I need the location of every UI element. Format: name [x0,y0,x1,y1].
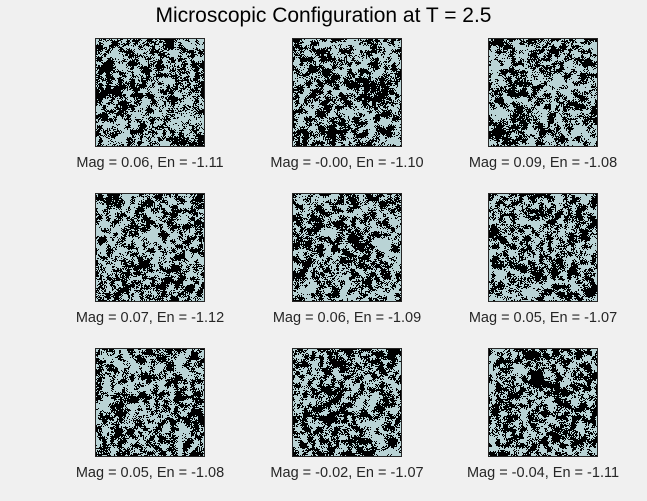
panel-caption-2: Mag = -0.00, En = -1.10 [270,155,424,171]
spin-map-1 [96,39,204,146]
panel-caption-5: Mag = 0.06, En = -1.09 [272,310,422,326]
panel-caption-3: Mag = 0.09, En = -1.08 [468,155,618,171]
spin-lattice-7 [95,348,205,457]
spin-map-3 [489,39,597,146]
spin-map-8 [293,349,401,456]
spin-map-5 [293,194,401,301]
spin-map-4 [96,194,204,301]
spin-lattice-9 [488,348,598,457]
spin-lattice-1 [95,38,205,147]
panel-caption-4: Mag = 0.07, En = -1.12 [75,310,225,326]
panel-caption-8: Mag = -0.02, En = -1.07 [270,465,424,481]
panel-caption-9: Mag = -0.04, En = -1.11 [466,465,620,481]
spin-map-6 [489,194,597,301]
spin-map-9 [489,349,597,456]
panel-caption-1: Mag = 0.06, En = -1.11 [76,155,224,171]
figure-title: Microscopic Configuration at T = 2.5 [155,4,492,27]
spin-lattice-8 [292,348,402,457]
spin-lattice-3 [488,38,598,147]
spin-map-2 [293,39,401,146]
spin-lattice-2 [292,38,402,147]
panel-caption-6: Mag = 0.05, En = -1.07 [468,310,618,326]
spin-lattice-5 [292,193,402,302]
spin-lattice-4 [95,193,205,302]
panel-caption-7: Mag = 0.05, En = -1.08 [75,465,225,481]
spin-map-7 [96,349,204,456]
spin-lattice-6 [488,193,598,302]
